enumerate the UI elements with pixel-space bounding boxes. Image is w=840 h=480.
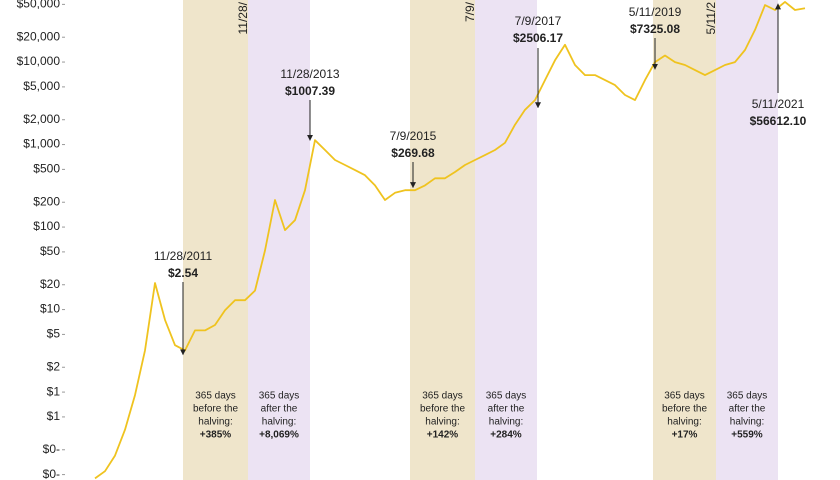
y-tick-label: $1 (47, 409, 61, 423)
annotation-date: 11/28/2013 (280, 67, 339, 81)
band-note: +284% (490, 430, 522, 441)
y-tick-label: $20 (40, 277, 60, 291)
band-note: before the (193, 404, 238, 415)
annotation-date: 7/9/2015 (390, 129, 437, 143)
band-note: 365 days (664, 391, 705, 402)
annotation-date: 7/9/2017 (515, 14, 562, 28)
halving-band (410, 0, 475, 480)
band-note: +142% (427, 430, 459, 441)
band-note: 365 days (195, 391, 236, 402)
band-note: before the (420, 404, 465, 415)
halving-date: 5/11/2 (704, 2, 718, 35)
annotation-price: $2506.17 (513, 31, 563, 45)
y-tick-label: $20,000 (17, 29, 61, 43)
y-tick-label: $100 (33, 219, 60, 233)
band-note: halving: (262, 417, 296, 428)
annotation-price: $269.68 (391, 146, 435, 160)
band-note: halving: (730, 417, 764, 428)
y-tick-label: $0- (43, 467, 60, 480)
band-note: before the (662, 404, 707, 415)
y-tick-label: $50,000 (17, 0, 61, 11)
band-note: 365 days (259, 391, 300, 402)
annotation-price: $56612.10 (750, 114, 807, 128)
halving-date: 11/28/ (236, 1, 250, 34)
annotation-price: $1007.39 (285, 84, 335, 98)
y-tick-label: $1 (47, 384, 61, 398)
annotation-price: $2.54 (168, 266, 198, 280)
band-note: halving: (198, 417, 232, 428)
halving-date: 7/9/ (463, 1, 477, 22)
band-note: 365 days (486, 391, 527, 402)
band-note: +385% (200, 430, 232, 441)
band-note: halving: (489, 417, 523, 428)
y-tick-label: $10 (40, 302, 60, 316)
price-line (94, 0, 806, 480)
band-note: halving: (425, 417, 459, 428)
halving-band (653, 0, 716, 480)
y-tick-label: $5,000 (23, 79, 60, 93)
y-tick-label: $2,000 (23, 112, 60, 126)
halving-band (248, 0, 310, 480)
band-note: +559% (731, 430, 763, 441)
annotation-date: 5/11/2021 (752, 97, 805, 111)
band-note: after the (729, 404, 766, 415)
y-tick-label: $1,000 (23, 137, 60, 151)
halving-band (716, 0, 778, 480)
y-tick-label: $50 (40, 244, 60, 258)
band-note: after the (261, 404, 298, 415)
band-note: after the (488, 404, 525, 415)
y-tick-label: $10,000 (17, 54, 61, 68)
band-note: halving: (667, 417, 701, 428)
annotation-price: $7325.08 (630, 22, 680, 36)
annotation-date: 11/28/2011 (154, 249, 213, 263)
halving-band (475, 0, 537, 480)
band-note: +17% (672, 430, 698, 441)
band-note: +8,069% (259, 430, 299, 441)
annotation-date: 5/11/2019 (629, 5, 682, 19)
y-tick-label: $0- (43, 442, 60, 456)
y-tick-label: $2 (47, 359, 61, 373)
y-tick-label: $200 (33, 194, 60, 208)
band-note: 365 days (727, 391, 768, 402)
band-note: 365 days (422, 391, 463, 402)
y-tick-label: $500 (33, 162, 60, 176)
halving-band (183, 0, 248, 480)
y-tick-label: $5 (47, 327, 61, 341)
